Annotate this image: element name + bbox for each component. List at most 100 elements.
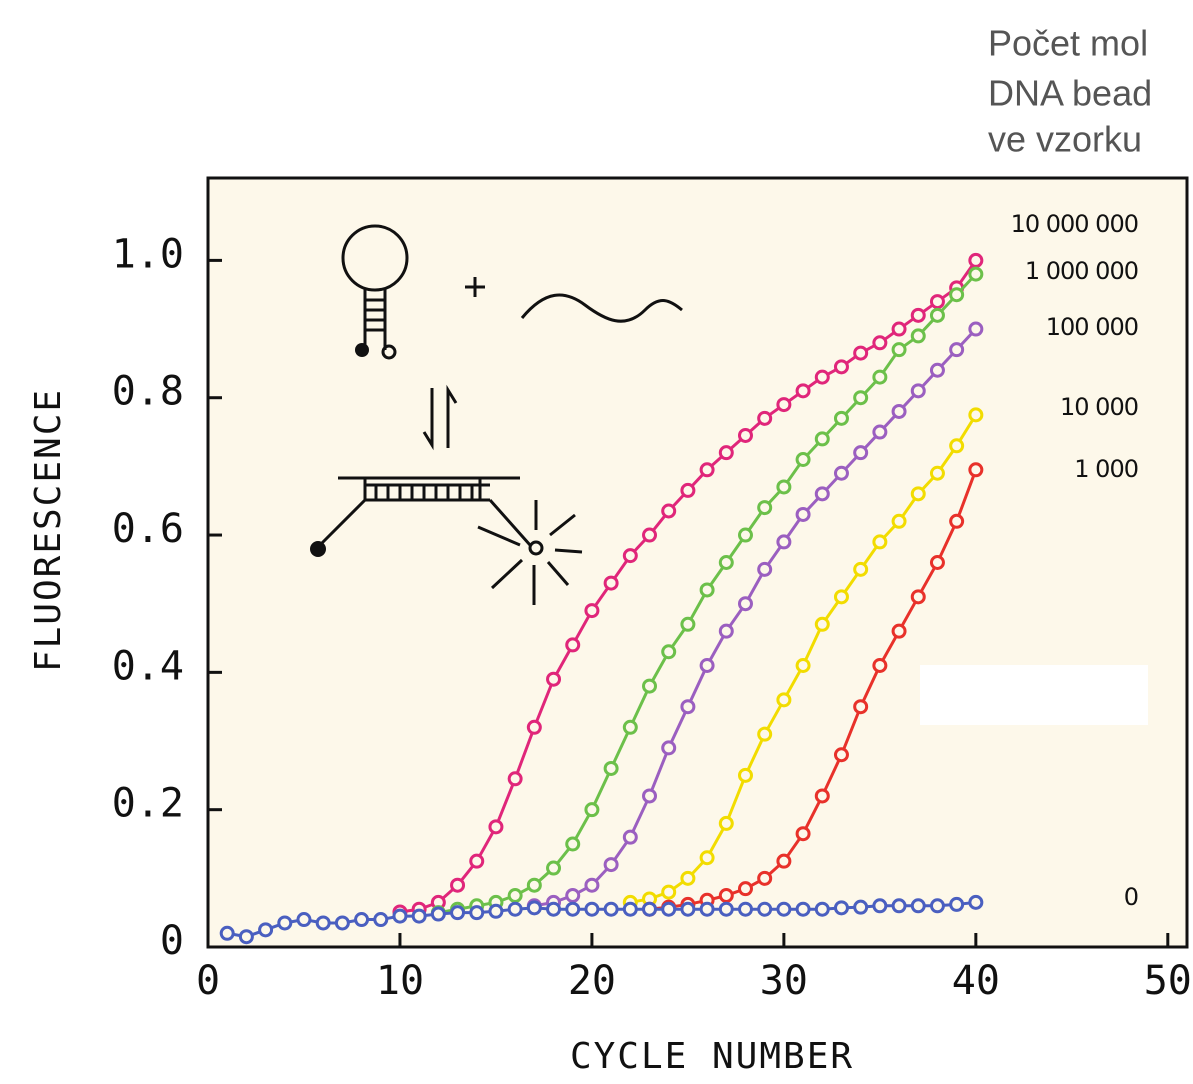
data-point (814, 788, 830, 804)
data-point (757, 500, 773, 516)
x-tick-label: 30 (760, 958, 808, 1004)
data-point (872, 424, 888, 440)
data-point (776, 397, 792, 413)
data-point (795, 452, 811, 468)
data-point (718, 445, 734, 461)
data-point (219, 925, 235, 941)
data-point (833, 359, 849, 375)
data-point (565, 637, 581, 653)
data-point (565, 836, 581, 852)
data-point (584, 877, 600, 893)
data-point (929, 294, 945, 310)
data-point (565, 888, 581, 904)
x-tick-label: 10 (376, 958, 424, 1004)
data-point (430, 906, 446, 922)
data-point (546, 901, 562, 917)
y-tick-label: 0.4 (112, 643, 184, 689)
data-point (814, 486, 830, 502)
data-point (891, 623, 907, 639)
data-point (910, 383, 926, 399)
data-point (757, 726, 773, 742)
data-point (949, 896, 965, 912)
data-point (718, 555, 734, 570)
data-point (546, 860, 562, 876)
x-tick-label: 50 (1144, 958, 1192, 1004)
data-point (469, 853, 485, 869)
data-point (450, 877, 466, 893)
y-tick-label: 0.2 (112, 781, 184, 827)
data-point (622, 901, 638, 917)
data-point (661, 503, 677, 519)
annotation: DNA bead (988, 73, 1152, 114)
data-point (411, 908, 427, 924)
data-point (872, 534, 888, 550)
x-tick-label: 20 (568, 958, 616, 1004)
data-point (968, 894, 984, 910)
data-point (699, 901, 715, 917)
data-point (872, 657, 888, 673)
data-point (968, 266, 984, 282)
data-point (853, 345, 869, 361)
data-point (814, 369, 830, 385)
data-point (853, 899, 869, 915)
y-tick-label: 0 (160, 918, 184, 964)
data-point (277, 915, 293, 931)
data-point (315, 915, 331, 931)
data-point (776, 853, 792, 869)
data-point (718, 623, 734, 639)
data-point (603, 857, 619, 873)
data-point (833, 589, 849, 605)
data-point (872, 335, 888, 351)
inset-diagram (310, 224, 683, 605)
data-point (814, 616, 830, 632)
data-point (910, 589, 926, 605)
data-point (910, 307, 926, 323)
data-point (642, 901, 658, 917)
data-point (392, 908, 408, 924)
x-tick-label: 0 (196, 958, 220, 1004)
data-point (737, 427, 753, 443)
data-point (680, 870, 696, 886)
data-point (661, 884, 677, 900)
data-point (853, 445, 869, 461)
data-point (757, 410, 773, 426)
data-point (699, 462, 715, 478)
data-point (776, 692, 792, 708)
data-point (661, 740, 677, 756)
data-point (757, 561, 773, 577)
data-point (795, 657, 811, 673)
cover-patch (920, 665, 1148, 725)
data-point (833, 465, 849, 481)
data-point (507, 771, 523, 787)
data-point (680, 901, 696, 917)
data-point (929, 555, 945, 570)
data-point (853, 561, 869, 577)
data-point (661, 644, 677, 660)
data-point (488, 903, 504, 919)
data-point (699, 850, 715, 866)
data-point (680, 616, 696, 632)
legend-label: 1 000 (1074, 455, 1138, 483)
data-point (603, 575, 619, 591)
data-point (910, 328, 926, 344)
data-point (507, 901, 523, 917)
data-point (949, 287, 965, 303)
data-point (622, 548, 638, 564)
data-point (872, 369, 888, 385)
data-point (891, 342, 907, 358)
data-point (642, 678, 658, 694)
legend-label: 0 (1124, 883, 1138, 911)
data-point (795, 506, 811, 522)
data-point (968, 407, 984, 423)
data-point (680, 699, 696, 715)
data-point (450, 905, 466, 921)
data-point (833, 747, 849, 763)
y-axis-label: FLUORESCENCE (28, 388, 69, 672)
annotation: ve vzorku (988, 119, 1142, 160)
data-point (469, 905, 485, 921)
data-point (718, 888, 734, 904)
data-point (526, 900, 542, 916)
data-point (891, 898, 907, 914)
